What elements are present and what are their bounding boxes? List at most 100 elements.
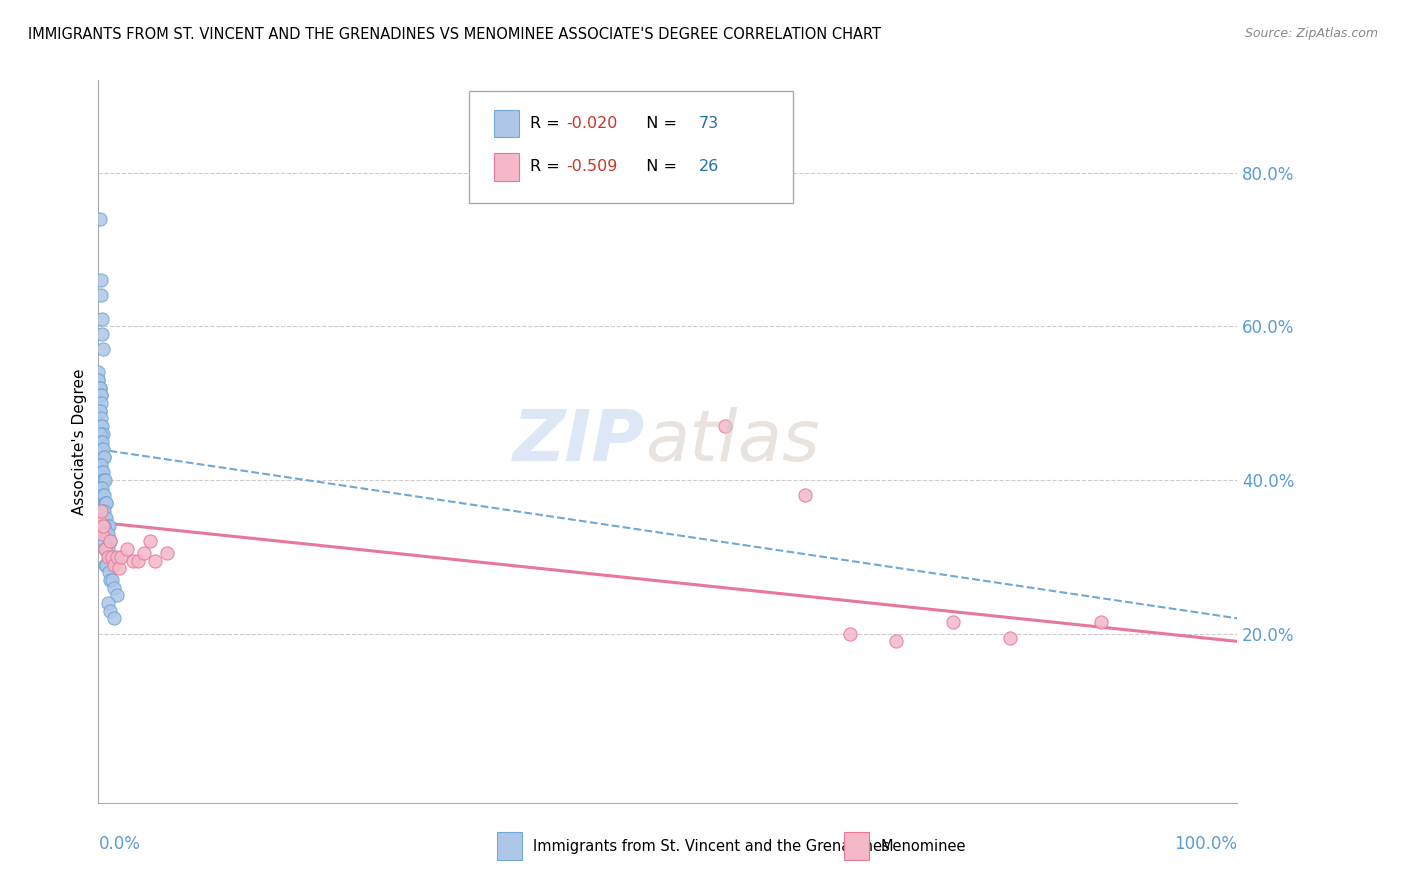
Point (156, 546, 179, 560)
Point (101, 549, 124, 564)
Text: Immigrants from St. Vincent and the Grenadines: Immigrants from St. Vincent and the Gren… (533, 838, 890, 854)
Point (93, 504, 115, 518)
Point (90, 388, 112, 402)
Point (90, 526, 112, 541)
Point (89, 381, 111, 395)
Point (942, 615, 965, 630)
Point (93, 450, 115, 464)
Point (100, 549, 122, 564)
Point (94, 526, 117, 541)
Point (98, 573, 121, 587)
Point (93, 488, 115, 502)
Point (89, 458, 111, 472)
Point (127, 554, 149, 568)
Point (91, 488, 114, 502)
Point (90, 419, 112, 434)
Point (90, 411, 112, 425)
Point (90, 288, 112, 302)
Point (91, 504, 114, 518)
Text: IMMIGRANTS FROM ST. VINCENT AND THE GRENADINES VS MENOMINEE ASSOCIATE'S DEGREE C: IMMIGRANTS FROM ST. VINCENT AND THE GREN… (28, 27, 882, 42)
Point (90, 419, 112, 434)
Point (998, 631, 1021, 645)
Point (108, 561, 131, 575)
Point (93, 519, 115, 533)
Point (93, 534, 115, 549)
Point (87, 373, 110, 387)
Point (90, 442, 112, 457)
Point (97, 519, 120, 533)
Text: 100.0%: 100.0% (1174, 835, 1237, 854)
Point (103, 611, 125, 625)
Y-axis label: Associate's Degree: Associate's Degree (72, 368, 87, 515)
Text: 0.0%: 0.0% (98, 835, 141, 854)
Point (93, 473, 115, 487)
Point (89, 211, 111, 226)
Point (90, 458, 112, 472)
FancyBboxPatch shape (494, 110, 519, 137)
Point (793, 488, 815, 502)
Point (90, 426, 112, 441)
Point (96, 542, 118, 557)
Point (714, 419, 737, 434)
Point (105, 549, 128, 564)
Point (96, 542, 118, 557)
Point (90, 434, 112, 449)
FancyBboxPatch shape (468, 91, 793, 203)
Point (90, 481, 112, 495)
Point (94, 511, 117, 525)
Point (94, 542, 117, 557)
Point (90, 273, 112, 287)
Point (101, 573, 124, 587)
Point (90, 311, 112, 326)
Point (105, 588, 128, 602)
Point (839, 626, 862, 640)
Text: R =: R = (530, 116, 565, 131)
Point (97, 534, 120, 549)
Point (96, 496, 118, 510)
Point (90, 465, 112, 479)
Text: Menominee: Menominee (880, 838, 966, 854)
Point (90, 396, 112, 410)
Point (94, 496, 117, 510)
Point (96, 511, 118, 525)
Text: 73: 73 (699, 116, 718, 131)
Point (97, 549, 120, 564)
Point (91, 519, 114, 533)
Point (87, 373, 110, 387)
Point (94, 473, 117, 487)
Point (91, 465, 114, 479)
Point (145, 554, 167, 568)
Point (115, 542, 138, 557)
Point (90, 504, 112, 518)
FancyBboxPatch shape (498, 832, 522, 860)
Point (90, 434, 112, 449)
Point (110, 549, 132, 564)
Point (91, 519, 114, 533)
FancyBboxPatch shape (494, 153, 519, 181)
Point (87, 365, 110, 379)
Point (96, 526, 118, 541)
Point (98, 534, 121, 549)
FancyBboxPatch shape (845, 832, 869, 860)
Text: 26: 26 (699, 160, 718, 175)
Point (89, 515, 111, 529)
Point (96, 549, 118, 564)
Point (884, 634, 907, 648)
Point (94, 558, 117, 572)
Point (138, 534, 160, 549)
Point (90, 504, 112, 518)
Point (132, 546, 155, 560)
Point (90, 481, 112, 495)
Point (96, 496, 118, 510)
Point (91, 473, 114, 487)
Text: ZIP: ZIP (513, 407, 645, 476)
Point (98, 534, 121, 549)
Point (121, 554, 143, 568)
Text: -0.020: -0.020 (567, 116, 617, 131)
Text: N =: N = (636, 116, 682, 131)
Text: R =: R = (530, 160, 565, 175)
Point (103, 581, 125, 595)
Point (103, 558, 125, 572)
Point (98, 604, 121, 618)
Point (97, 565, 120, 579)
